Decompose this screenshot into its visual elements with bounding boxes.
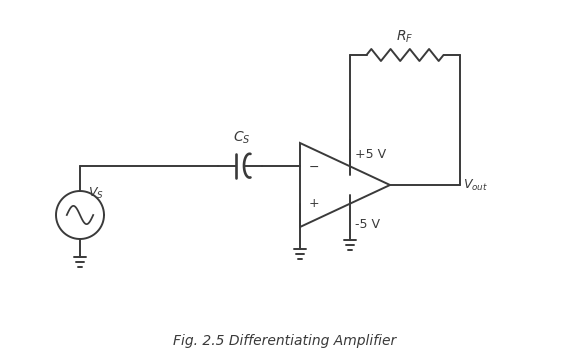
Text: -5 V: -5 V [355,218,380,232]
Text: $V_{out}$: $V_{out}$ [463,177,488,193]
Text: +5 V: +5 V [355,149,386,162]
Text: $R_F$: $R_F$ [396,29,413,45]
Text: $-$: $-$ [308,160,319,173]
Text: Fig. 2.5 Differentiating Amplifier: Fig. 2.5 Differentiating Amplifier [174,334,397,348]
Text: $C_S$: $C_S$ [233,129,251,146]
Text: $V_S$: $V_S$ [88,186,104,201]
Text: $+$: $+$ [308,197,319,210]
